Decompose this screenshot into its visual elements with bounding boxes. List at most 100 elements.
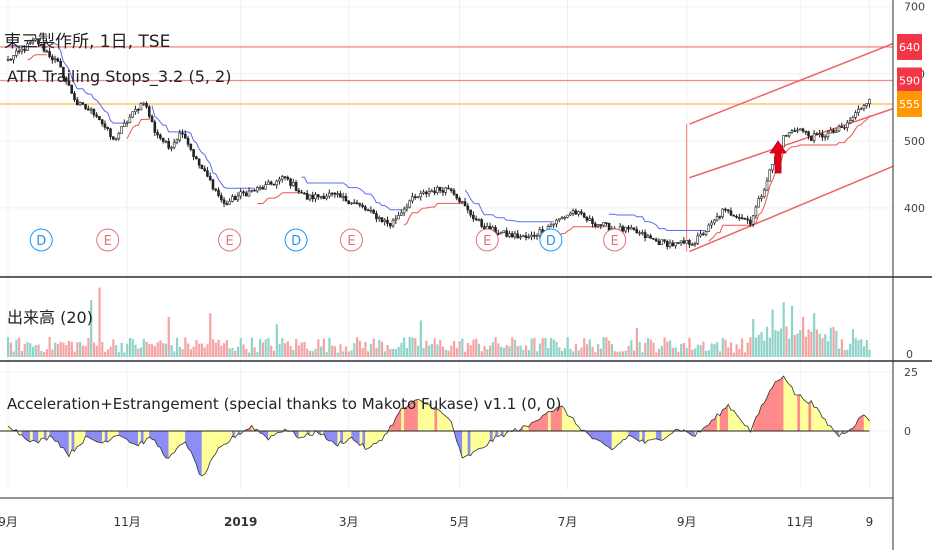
volume-title[interactable]: 出来高 (20) — [7, 308, 93, 327]
candle-body — [159, 134, 162, 139]
volume-bar — [566, 337, 569, 357]
candle-body — [740, 217, 744, 219]
volume-bar — [732, 352, 735, 357]
volume-bar — [707, 350, 711, 357]
volume-bar — [422, 347, 425, 357]
volume-bar — [524, 345, 528, 357]
volume-bar — [813, 313, 816, 357]
volume-bar — [225, 340, 229, 357]
volume-bar — [583, 338, 586, 357]
candle-body — [713, 219, 716, 224]
candle-body — [632, 227, 636, 230]
candle-body — [217, 189, 220, 196]
candle-body — [275, 180, 278, 186]
volume-bar — [441, 346, 445, 357]
candle-body — [134, 109, 137, 112]
volume-bar — [754, 337, 758, 357]
volume-bar — [713, 344, 716, 357]
time-tick-label: 9月 — [677, 515, 697, 529]
candle-body — [859, 108, 863, 111]
volume-bar — [475, 338, 478, 357]
candle-body — [749, 219, 752, 225]
candle-body — [527, 236, 531, 239]
candle-body — [269, 181, 273, 185]
volume-bar — [79, 341, 82, 357]
osc-segment — [797, 394, 801, 432]
time-tick-label: 7月 — [558, 515, 578, 529]
volume-bar — [511, 337, 514, 357]
trail-stop-down — [464, 189, 554, 223]
candle-body — [571, 210, 575, 214]
volume-bar — [669, 340, 672, 357]
candle-body — [846, 122, 849, 128]
volume-bar — [109, 346, 112, 357]
candle-body — [826, 132, 830, 138]
candle-body — [178, 132, 182, 141]
volume-bar — [425, 340, 428, 357]
volume-bar — [447, 350, 450, 357]
symbol-title[interactable]: 東三製作所, 1日, TSE — [4, 32, 170, 52]
osc-segment — [151, 430, 155, 441]
volume-bar — [801, 316, 805, 357]
candle-body — [261, 187, 265, 190]
candle-body — [868, 99, 871, 104]
candle-body — [150, 116, 154, 123]
candle-body — [513, 233, 517, 238]
candle-body — [510, 233, 514, 238]
volume-bar — [569, 348, 572, 357]
osc-segment — [365, 430, 369, 450]
volume-bar — [394, 349, 397, 357]
candle-body — [6, 59, 10, 61]
volume-bar — [605, 337, 608, 357]
candle-body — [729, 210, 733, 216]
osc-segment — [71, 430, 75, 452]
atr-indicator-title[interactable]: ATR Trailing Stops_3.2 (5, 2) — [7, 67, 231, 87]
volume-bar — [170, 345, 173, 357]
candle-body — [441, 190, 445, 193]
candle-body — [447, 187, 450, 190]
candle-body — [596, 224, 600, 227]
candle-body — [272, 183, 276, 186]
candle-body — [685, 240, 688, 244]
candle-body — [42, 43, 46, 52]
trail-stop-up — [708, 115, 870, 242]
volume-bar — [242, 344, 245, 357]
channel-line-1 — [689, 107, 894, 179]
volume-bar — [483, 346, 486, 357]
osc-segment — [777, 378, 781, 432]
candlesticks — [6, 34, 871, 250]
volume-bar — [502, 347, 506, 357]
volume-bar — [860, 339, 863, 357]
volume-bar — [464, 351, 467, 357]
candle-body — [9, 59, 13, 61]
candle-body — [463, 201, 467, 207]
osc-segment — [32, 430, 36, 442]
candle-body — [89, 108, 93, 111]
volume-bar — [414, 338, 417, 357]
volume-bar — [214, 342, 217, 357]
candle-body — [588, 218, 592, 221]
osc-segment — [567, 415, 571, 432]
osc-segment — [218, 430, 222, 448]
volume-bar — [23, 343, 26, 357]
osc-segment — [201, 430, 205, 477]
volume-bar — [76, 342, 79, 357]
volume-bar — [419, 320, 422, 357]
price-level-badge-label: 640 — [899, 41, 920, 54]
candle-body — [197, 158, 201, 166]
volume-bar — [347, 351, 350, 357]
candle-body — [206, 170, 209, 177]
candle-body — [508, 233, 511, 237]
time-tick-label: 9月 — [0, 515, 18, 529]
volume-bar — [691, 349, 694, 357]
candle-body — [865, 103, 869, 106]
candle-body — [502, 230, 506, 233]
dividend-marker — [29, 228, 53, 252]
candle-body — [247, 190, 251, 197]
candle-body — [580, 211, 583, 214]
candle-body — [807, 131, 810, 137]
oscillator-title[interactable]: Acceleration+Estrangement (special thank… — [7, 395, 561, 413]
candle-body — [823, 136, 827, 139]
volume-bar — [123, 352, 126, 357]
candle-body — [438, 187, 442, 191]
